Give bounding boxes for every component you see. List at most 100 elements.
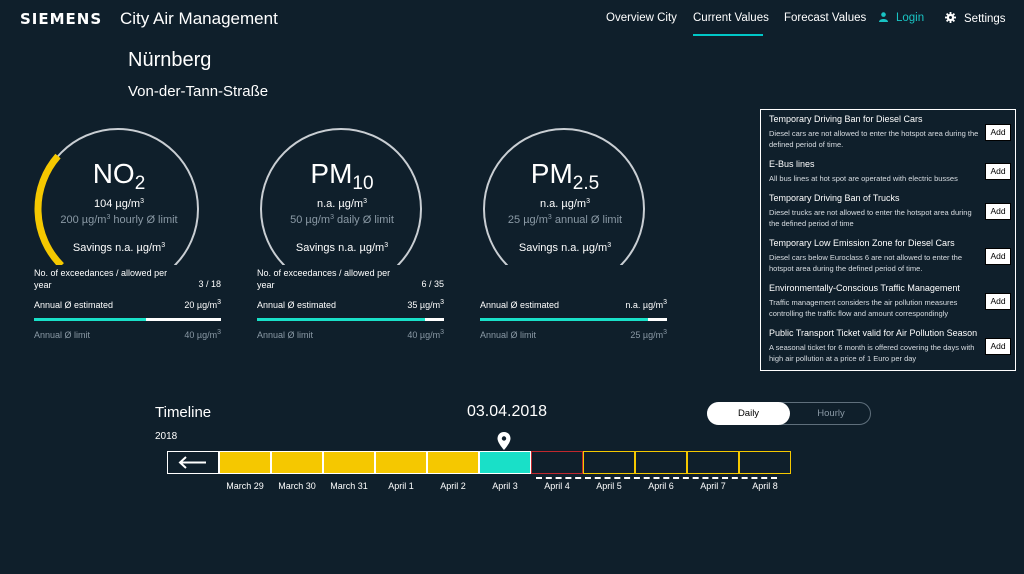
timeline-day-cell[interactable] bbox=[479, 451, 531, 474]
selected-date: 03.04.2018 bbox=[467, 403, 548, 420]
annual-progress-bar bbox=[34, 318, 221, 321]
gauge-pm25: PM2.5 n.a. µg/m3 25 µg/m3 annual Ø limit… bbox=[480, 125, 670, 345]
timeline-day-label: March 30 bbox=[278, 481, 316, 491]
savings-text: Savings n.a. µg/m3 bbox=[295, 242, 389, 254]
measure-description: Diesel cars below Euroclass 6 are not al… bbox=[769, 253, 963, 273]
measure-item: Environmentally-Conscious Traffic Manage… bbox=[769, 283, 1013, 319]
annual-limit-label: Annual Ø limit bbox=[34, 330, 91, 340]
add-measure-button[interactable]: Add bbox=[985, 124, 1011, 141]
login-label: Login bbox=[896, 12, 925, 24]
settings-link[interactable]: Settings bbox=[945, 12, 1006, 25]
pollutant-name: PM10 bbox=[310, 158, 374, 194]
measure-item: E-Bus lines All bus lines at hot spot ar… bbox=[769, 159, 1013, 184]
measure-item: Temporary Driving Ban for Diesel Cars Di… bbox=[769, 114, 1013, 150]
current-value: n.a. µg/m3 bbox=[540, 198, 590, 210]
annual-estimated-label: Annual Ø estimated bbox=[257, 300, 337, 310]
measure-description: Traffic management considers the air pol… bbox=[769, 298, 958, 318]
timeline-day-cell[interactable] bbox=[427, 451, 479, 474]
gauge-arc bbox=[34, 128, 199, 265]
nav-active-indicator bbox=[693, 34, 763, 36]
add-measure-button[interactable]: Add bbox=[985, 248, 1011, 265]
forecast-range-indicator bbox=[536, 477, 777, 479]
annual-progress-fill bbox=[480, 318, 649, 321]
annual-progress-fill bbox=[257, 318, 426, 321]
timeline-day-cell[interactable] bbox=[687, 451, 739, 474]
measure-item: Temporary Low Emission Zone for Diesel C… bbox=[769, 238, 1013, 274]
timeline-day-label: April 2 bbox=[440, 481, 466, 491]
add-measure-button[interactable]: Add bbox=[985, 163, 1011, 180]
measure-title: Temporary Low Emission Zone for Diesel C… bbox=[769, 238, 955, 248]
timeline-day-cell[interactable] bbox=[739, 451, 791, 474]
annual-estimated-value: 35 µg/m3 bbox=[407, 299, 444, 310]
timeline-day-label: April 3 bbox=[492, 481, 518, 491]
timeline-day-label: April 7 bbox=[700, 481, 726, 491]
annual-progress-bar bbox=[257, 318, 444, 321]
gauge-pm10: PM10 n.a. µg/m3 50 µg/m3 daily Ø limit S… bbox=[257, 125, 447, 345]
login-link[interactable]: Login bbox=[879, 12, 924, 24]
annual-limit-label: Annual Ø limit bbox=[257, 330, 314, 340]
measure-title: Temporary Driving Ban of Trucks bbox=[769, 193, 900, 203]
annual-progress-bar bbox=[480, 318, 667, 321]
timeline-day-cell[interactable] bbox=[531, 451, 583, 474]
measure-description: Diesel cars are not allowed to enter the… bbox=[769, 129, 979, 149]
top-bar: SIEMENS City Air Management Overview Cit… bbox=[0, 0, 1024, 40]
annual-estimated-value: 20 µg/m3 bbox=[184, 299, 221, 310]
annual-limit-value: 40 µg/m3 bbox=[407, 329, 444, 340]
timeline-day-label: April 6 bbox=[648, 481, 674, 491]
savings-text: Savings n.a. µg/m3 bbox=[518, 242, 612, 254]
timeline-back-button[interactable] bbox=[167, 451, 219, 474]
timeline-day-label: April 1 bbox=[388, 481, 414, 491]
gauge-arc bbox=[260, 128, 422, 265]
measure-description: A seasonal ticket for 6 month is offered… bbox=[769, 343, 975, 363]
measure-item: Public Transport Ticket valid for Air Po… bbox=[769, 328, 1013, 364]
timeline-day-label: April 5 bbox=[596, 481, 622, 491]
current-value: n.a. µg/m3 bbox=[317, 198, 367, 210]
timeline-day-cell[interactable] bbox=[323, 451, 375, 474]
add-measure-button[interactable]: Add bbox=[985, 203, 1011, 220]
timeline-day-cell[interactable] bbox=[375, 451, 427, 474]
nav-current-values[interactable]: Current Values bbox=[693, 12, 769, 24]
limit-text: 25 µg/m3 annual Ø limit bbox=[507, 214, 623, 226]
add-measure-button[interactable]: Add bbox=[985, 293, 1011, 310]
map-pin-icon bbox=[497, 432, 511, 450]
toggle-hourly[interactable]: Hourly bbox=[817, 408, 845, 419]
timeline-day-label: March 29 bbox=[226, 481, 264, 491]
current-value: 104 µg/m3 bbox=[94, 198, 144, 210]
settings-label: Settings bbox=[964, 13, 1006, 25]
limit-text: 200 µg/m3 hourly Ø limit bbox=[60, 214, 178, 226]
exceedances-label: No. of exceedances / allowed per year bbox=[34, 268, 168, 290]
add-measure-button[interactable]: Add bbox=[985, 338, 1011, 355]
timeline-day-label: April 4 bbox=[544, 481, 570, 491]
arrow-left-icon bbox=[178, 456, 206, 469]
city-name: Nürnberg bbox=[128, 49, 212, 71]
pollutant-name: PM2.5 bbox=[530, 158, 600, 194]
timeline-day-cell[interactable] bbox=[583, 451, 635, 474]
timeline-day-cell[interactable] bbox=[219, 451, 271, 474]
granularity-toggle: Daily Hourly bbox=[707, 402, 871, 425]
gear-icon bbox=[945, 12, 956, 23]
app-title: City Air Management bbox=[120, 9, 278, 28]
nav-overview-city[interactable]: Overview City bbox=[606, 12, 677, 24]
annual-estimated-label: Annual Ø estimated bbox=[480, 300, 560, 310]
annual-estimated-value: n.a. µg/m3 bbox=[625, 299, 667, 310]
limit-text: 50 µg/m3 daily Ø limit bbox=[290, 214, 394, 226]
street-name: Von-der-Tann-Straße bbox=[128, 83, 269, 100]
annual-limit-label: Annual Ø limit bbox=[480, 330, 537, 340]
user-icon bbox=[879, 12, 888, 22]
toggle-daily[interactable]: Daily bbox=[707, 402, 790, 425]
exceedances-label: No. of exceedances / allowed per year bbox=[257, 268, 391, 290]
measure-title: Environmentally-Conscious Traffic Manage… bbox=[769, 283, 960, 293]
nav-forecast-values[interactable]: Forecast Values bbox=[784, 12, 867, 24]
timeline-year: 2018 bbox=[155, 431, 178, 442]
timeline-day-cell[interactable] bbox=[271, 451, 323, 474]
timeline-day-label: March 31 bbox=[330, 481, 368, 491]
brand-logo: SIEMENS bbox=[20, 10, 103, 28]
timeline-day-cell[interactable] bbox=[635, 451, 687, 474]
measures-panel: Temporary Driving Ban for Diesel Cars Di… bbox=[760, 109, 1016, 371]
annual-progress-fill bbox=[34, 318, 147, 321]
exceedances-value: 6 / 35 bbox=[421, 279, 444, 289]
annual-estimated-label: Annual Ø estimated bbox=[34, 300, 114, 310]
timeline-day-label: April 8 bbox=[752, 481, 778, 491]
pollutant-name: NO2 bbox=[92, 158, 146, 194]
gauge-arc bbox=[483, 128, 645, 265]
